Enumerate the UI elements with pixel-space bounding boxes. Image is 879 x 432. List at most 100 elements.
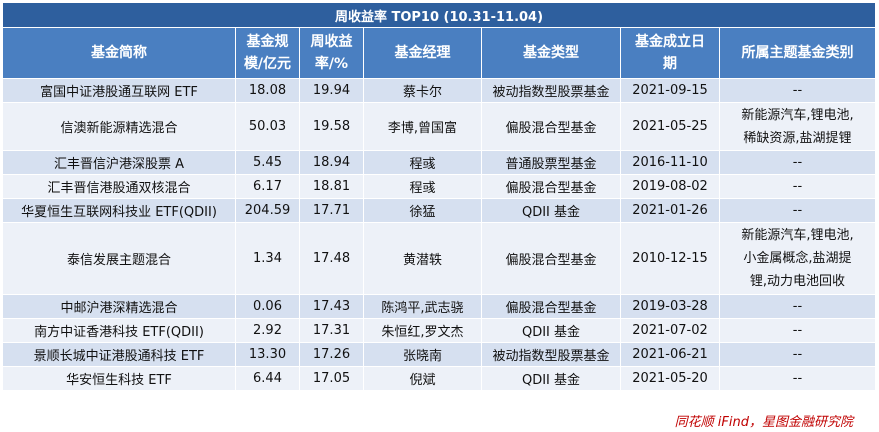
theme-line: 锂,动力电池回收 — [749, 274, 846, 289]
cell-size: 13.30 — [235, 342, 300, 367]
theme-line: -- — [792, 347, 803, 362]
cell-manager: 陈鸿平,武志骁 — [363, 294, 482, 319]
cell-size: 204.59 — [235, 198, 300, 223]
header-size: 基金规 模/亿元 — [235, 27, 300, 79]
cell-theme: -- — [719, 150, 876, 175]
header-return: 周收益 率/% — [299, 27, 364, 79]
cell-theme: -- — [719, 174, 876, 199]
theme-line: 新能源汽车,锂电池, — [741, 107, 854, 123]
cell-type: 偏股混合型基金 — [481, 222, 621, 295]
cell-name: 汇丰晋信沪港深股票 A — [2, 150, 236, 175]
header-date: 基金成立日期 — [620, 27, 720, 79]
theme-line: -- — [792, 155, 803, 170]
theme-line: -- — [792, 299, 803, 314]
cell-return: 18.81 — [299, 174, 364, 199]
table-row: 汇丰晋信港股通双核混合 6.17 18.81 程彧 偏股混合型基金 2019-08-02 -… — [2, 174, 876, 199]
cell-date: 2019-03-28 — [620, 294, 720, 319]
cell-name: 南方中证香港科技 ETF(QDII) — [2, 318, 236, 343]
cell-type: 被动指数型股票基金 — [481, 78, 621, 103]
theme-line: 小金属概念,盐湖提 — [743, 251, 852, 266]
cell-theme: 新能源汽车,锂电池, 小金属概念,盐湖提 锂,动力电池回收 — [719, 222, 876, 295]
table-row: 景顺长城中证港股通科技 ETF 13.30 17.26 张晓南 被动指数型股票基金 202… — [2, 342, 876, 367]
cell-size: 1.34 — [235, 222, 300, 295]
cell-manager: 蔡卡尔 — [363, 78, 482, 103]
cell-date: 2021-06-21 — [620, 342, 720, 367]
cell-size: 18.08 — [235, 78, 300, 103]
cell-date: 2016-11-10 — [620, 150, 720, 175]
header-theme: 所属主题基金类别 — [719, 27, 876, 79]
cell-manager: 朱恒红,罗文杰 — [363, 318, 482, 343]
cell-type: 普通股票型基金 — [481, 150, 621, 175]
header-type: 基金类型 — [481, 27, 621, 79]
cell-type: 偏股混合型基金 — [481, 102, 621, 151]
cell-type: 偏股混合型基金 — [481, 294, 621, 319]
cell-type: QDII 基金 — [481, 366, 621, 391]
header-row: 基金简称 基金规 模/亿元 周收益 率/% 基金经理 基金类型 基金成立日期 所属主… — [2, 27, 876, 79]
cell-manager: 程彧 — [363, 150, 482, 175]
cell-manager: 程彧 — [363, 174, 482, 199]
source-note: 同花顺 iFind，星图金融研究院 — [674, 415, 853, 430]
cell-return: 17.43 — [299, 294, 364, 319]
cell-name: 泰信发展主题混合 — [2, 222, 236, 295]
table-row: 信澳新能源精选混合 50.03 19.58 李博,曾国富 偏股混合型基金 2021-05-… — [2, 102, 876, 151]
theme-line: 稀缺资源,盐湖提锂 — [743, 130, 852, 146]
cell-date: 2021-01-26 — [620, 198, 720, 223]
theme-line: -- — [792, 83, 803, 98]
cell-manager: 黄潜轶 — [363, 222, 482, 295]
header-name: 基金简称 — [2, 27, 236, 79]
theme-line: -- — [792, 371, 803, 386]
cell-manager: 李博,曾国富 — [363, 102, 482, 151]
cell-name: 汇丰晋信港股通双核混合 — [2, 174, 236, 199]
cell-theme: -- — [719, 198, 876, 223]
cell-return: 17.48 — [299, 222, 364, 295]
table-row: 泰信发展主题混合 1.34 17.48 黄潜轶 偏股混合型基金 2010-12-15 新能源… — [2, 222, 876, 295]
cell-manager: 张晓南 — [363, 342, 482, 367]
header-manager: 基金经理 — [363, 27, 482, 79]
cell-size: 50.03 — [235, 102, 300, 151]
cell-return: 18.94 — [299, 150, 364, 175]
cell-return: 17.31 — [299, 318, 364, 343]
cell-theme: -- — [719, 366, 876, 391]
cell-return: 17.71 — [299, 198, 364, 223]
cell-name: 华安恒生科技 ETF — [2, 366, 236, 391]
fund-table: 周收益率 TOP10 (10.31-11.04) 基金简称 基金规 模/亿元 周收… — [2, 2, 876, 391]
cell-name: 中邮沪港深精选混合 — [2, 294, 236, 319]
table-title: 周收益率 TOP10 (10.31-11.04) — [2, 2, 876, 28]
theme-line: -- — [792, 203, 803, 218]
cell-size: 5.45 — [235, 150, 300, 175]
table-row: 汇丰晋信沪港深股票 A 5.45 18.94 程彧 普通股票型基金 2016-11-10 -… — [2, 150, 876, 175]
cell-date: 2021-09-15 — [620, 78, 720, 103]
cell-type: QDII 基金 — [481, 198, 621, 223]
cell-type: 被动指数型股票基金 — [481, 342, 621, 367]
cell-size: 6.44 — [235, 366, 300, 391]
cell-theme: 新能源汽车,锂电池, 稀缺资源,盐湖提锂 — [719, 102, 876, 151]
cell-date: 2019-08-02 — [620, 174, 720, 199]
theme-line: 新能源汽车,锂电池, — [741, 228, 854, 243]
cell-type: QDII 基金 — [481, 318, 621, 343]
cell-manager: 徐猛 — [363, 198, 482, 223]
cell-theme: -- — [719, 318, 876, 343]
cell-size: 0.06 — [235, 294, 300, 319]
table-row: 华安恒生科技 ETF 6.44 17.05 倪斌 QDII 基金 2021-05-20 -- — [2, 366, 876, 391]
table-row: 华夏恒生互联网科技业 ETF(QDII) 204.59 17.71 徐猛 QDII 基金… — [2, 198, 876, 223]
cell-theme: -- — [719, 342, 876, 367]
table-row: 中邮沪港深精选混合 0.06 17.43 陈鸿平,武志骁 偏股混合型基金 2019-03-… — [2, 294, 876, 319]
cell-theme: -- — [719, 78, 876, 103]
cell-return: 19.58 — [299, 102, 364, 151]
cell-size: 2.92 — [235, 318, 300, 343]
table-title-row: 周收益率 TOP10 (10.31-11.04) — [2, 2, 876, 28]
cell-date: 2021-05-25 — [620, 102, 720, 151]
cell-type: 偏股混合型基金 — [481, 174, 621, 199]
cell-name: 景顺长城中证港股通科技 ETF — [2, 342, 236, 367]
cell-size: 6.17 — [235, 174, 300, 199]
cell-date: 2021-05-20 — [620, 366, 720, 391]
cell-date: 2021-07-02 — [620, 318, 720, 343]
cell-return: 17.05 — [299, 366, 364, 391]
cell-name: 华夏恒生互联网科技业 ETF(QDII) — [2, 198, 236, 223]
theme-line: -- — [792, 179, 803, 194]
cell-name: 信澳新能源精选混合 — [2, 102, 236, 151]
cell-return: 17.26 — [299, 342, 364, 367]
cell-date: 2010-12-15 — [620, 222, 720, 295]
cell-manager: 倪斌 — [363, 366, 482, 391]
